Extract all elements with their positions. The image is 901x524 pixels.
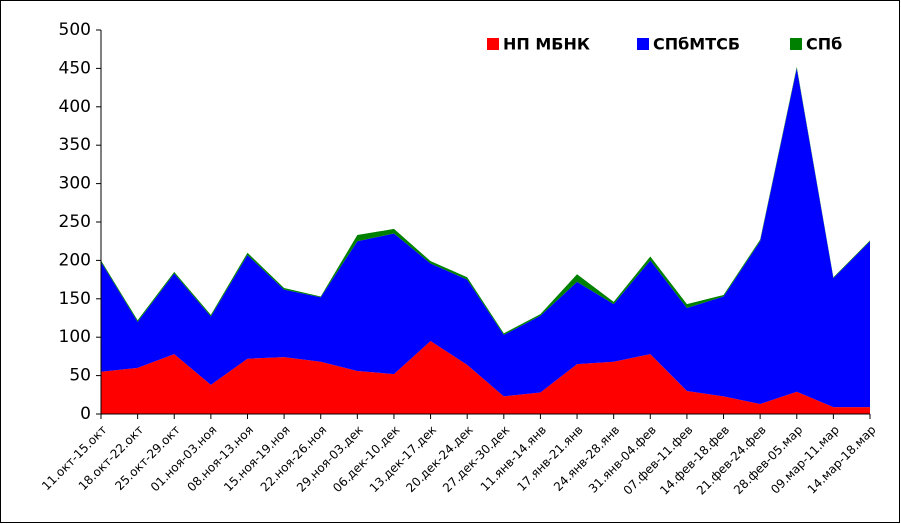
area [101,341,870,414]
legend-label: СПбМТСБ [653,35,740,54]
y-tick-label: 350 [59,135,91,155]
legend-label: НП МБНК [503,35,590,54]
y-tick-label: 500 [59,20,91,40]
y-tick-label: 250 [59,212,91,232]
legend-swatch [790,38,802,50]
legend-swatch [487,38,499,50]
legend-label: СПб [806,35,842,54]
y-tick-label: 200 [59,250,91,270]
y-tick-label: 150 [59,289,91,309]
y-tick-label: 300 [59,174,91,194]
y-tick-label: 450 [59,58,91,78]
area [101,68,870,408]
y-tick-label: 0 [80,404,91,424]
y-tick-label: 50 [69,366,91,386]
y-tick-label: 400 [59,97,91,117]
legend-swatch [637,38,649,50]
y-tick-label: 100 [59,327,91,347]
